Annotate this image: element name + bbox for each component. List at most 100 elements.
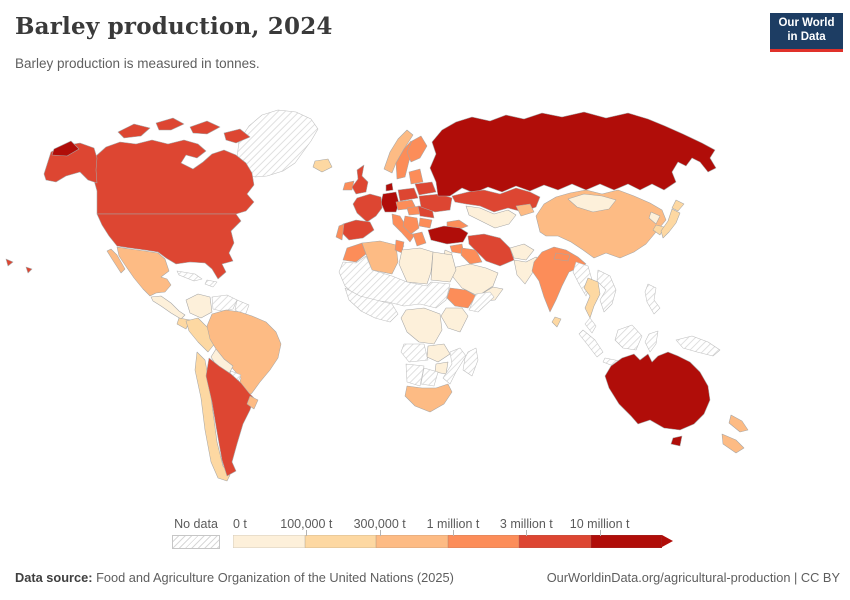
world-map [5, 109, 749, 482]
logo-line1: Our World [778, 17, 835, 29]
country-mozambique[interactable] [442, 347, 467, 385]
country-poland[interactable] [397, 187, 419, 202]
legend-tick [306, 530, 308, 536]
country-argentina[interactable] [205, 357, 255, 477]
country-portugal[interactable] [335, 223, 345, 241]
country-nepal[interactable] [553, 252, 571, 262]
legend-tick [453, 530, 454, 536]
country-bulgaria[interactable] [418, 217, 433, 229]
legend-segment-2[interactable] [376, 535, 448, 548]
country-baltics[interactable] [408, 168, 424, 185]
country-tasmania[interactable] [670, 435, 683, 447]
legend-segment-1[interactable] [304, 535, 376, 548]
country-iceland[interactable] [312, 158, 333, 173]
country-canada-islands[interactable] [117, 117, 251, 144]
legend-arrow [662, 535, 673, 547]
legend-tick-label: 3 million t [499, 517, 553, 531]
country-philippines[interactable] [644, 283, 661, 315]
legend-no-data-label: No data [174, 517, 218, 531]
country-ireland[interactable] [342, 180, 355, 191]
country-belarus[interactable] [414, 181, 437, 196]
legend-tick-label: 1 million t [426, 517, 480, 531]
country-west-africa[interactable] [344, 287, 399, 323]
country-sumatra[interactable] [578, 329, 604, 358]
legend-tick-label: 300,000 t [353, 517, 406, 531]
country-india[interactable] [531, 246, 587, 313]
country-colombia[interactable] [185, 293, 213, 319]
country-afghanistan[interactable] [509, 243, 535, 261]
country-central-america[interactable] [150, 295, 186, 320]
legend-segment-5[interactable] [590, 535, 662, 548]
legend-no-data-swatch[interactable] [172, 535, 220, 549]
map-legend: No data 0 t 100,000 t 300,000 t 1 million t… [172, 517, 712, 553]
country-hawaii[interactable] [5, 258, 33, 274]
country-balkans[interactable] [402, 215, 420, 235]
legend-bar [233, 535, 673, 548]
country-mongolia[interactable] [567, 193, 617, 213]
country-sulawesi[interactable] [644, 330, 659, 353]
legend-tick-label: 10 million t [569, 517, 630, 531]
country-france[interactable] [352, 193, 383, 223]
country-uk[interactable] [351, 164, 369, 195]
country-japan[interactable] [660, 199, 685, 239]
country-somalia[interactable] [468, 291, 495, 313]
country-hispaniola[interactable] [204, 279, 218, 288]
country-greece[interactable] [412, 231, 427, 247]
country-peru[interactable] [185, 317, 217, 353]
country-denmark[interactable] [385, 182, 394, 192]
country-saudi-arabia[interactable] [451, 263, 499, 297]
country-cuba[interactable] [176, 270, 203, 282]
country-norway[interactable] [383, 129, 414, 174]
footer: Data source: Food and Agriculture Organi… [0, 562, 850, 592]
country-china[interactable] [535, 189, 667, 259]
country-canada[interactable] [91, 139, 255, 215]
country-australia[interactable] [604, 351, 711, 431]
page-subtitle: Barley production is measured in tonnes. [15, 56, 260, 71]
owid-logo[interactable]: Our World in Data [770, 13, 843, 52]
country-iran[interactable] [467, 233, 515, 267]
country-ethiopia[interactable] [446, 287, 477, 309]
country-egypt[interactable] [430, 251, 457, 283]
country-sri-lanka[interactable] [551, 316, 562, 328]
country-east-africa[interactable] [440, 307, 469, 333]
footer-source-label: Data source: [15, 569, 93, 585]
country-thailand[interactable] [583, 277, 601, 319]
country-venezuela[interactable] [211, 294, 238, 312]
country-drc[interactable] [400, 307, 443, 345]
country-uruguay[interactable] [246, 395, 259, 410]
footer-credit-link[interactable]: OurWorldinData.org/agricultural-producti… [546, 569, 840, 585]
legend-tick [379, 530, 381, 536]
country-greenland[interactable] [236, 109, 319, 178]
country-mexico[interactable] [106, 246, 172, 297]
country-libya[interactable] [398, 247, 434, 285]
country-new-zealand[interactable] [721, 414, 749, 454]
country-kyrgyzstan[interactable] [515, 203, 535, 217]
footer-source: Data source: Food and Agriculture Organi… [15, 570, 454, 585]
country-turkey[interactable] [427, 225, 469, 245]
country-angola[interactable] [400, 343, 429, 363]
country-vietnam-laos[interactable] [596, 269, 617, 313]
country-namibia[interactable] [405, 363, 425, 387]
country-central-asia[interactable] [465, 205, 517, 229]
country-chukotka[interactable] [51, 140, 80, 157]
legend-segment-0[interactable] [233, 535, 305, 548]
country-malaysia[interactable] [584, 317, 597, 334]
country-north-korea[interactable] [648, 211, 661, 225]
page-title: Barley production, 2024 [15, 13, 333, 40]
country-madagascar[interactable] [462, 347, 479, 377]
country-usa[interactable] [96, 213, 242, 280]
country-russia[interactable] [429, 111, 717, 197]
country-zambia[interactable] [426, 343, 451, 363]
country-botswana[interactable] [420, 367, 439, 387]
country-spain[interactable] [340, 219, 375, 241]
country-south-africa[interactable] [404, 383, 453, 413]
legend-tick-label: 100,000 t [280, 517, 333, 531]
country-finland[interactable] [406, 135, 428, 163]
country-borneo[interactable] [614, 324, 643, 351]
legend-segment-4[interactable] [519, 535, 591, 548]
country-morocco[interactable] [342, 242, 367, 263]
country-algeria[interactable] [361, 240, 399, 275]
legend-segment-3[interactable] [447, 535, 519, 548]
country-new-guinea[interactable] [675, 335, 721, 357]
